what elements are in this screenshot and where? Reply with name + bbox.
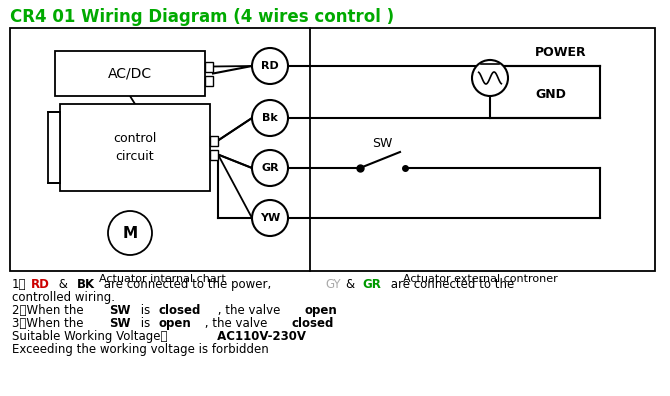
Bar	[48, 112, 60, 183]
Bar	[10, 28, 655, 271]
Circle shape	[472, 60, 508, 96]
Text: is: is	[137, 304, 154, 317]
Text: SW: SW	[109, 304, 131, 317]
Text: &: &	[346, 278, 358, 291]
Circle shape	[252, 48, 288, 84]
Text: AC/DC: AC/DC	[108, 67, 152, 80]
Bar	[55, 51, 205, 96]
Text: are connected to the power,: are connected to the power,	[100, 278, 275, 291]
Circle shape	[252, 100, 288, 136]
Text: GY: GY	[326, 278, 341, 291]
Bar	[205, 76, 213, 86]
Text: Suitable Working Voltage：: Suitable Working Voltage：	[12, 330, 168, 343]
Text: control
circuit: control circuit	[113, 132, 157, 163]
Text: POWER: POWER	[535, 46, 587, 59]
Circle shape	[108, 211, 152, 255]
Text: Bk: Bk	[262, 113, 278, 123]
Text: is: is	[137, 317, 154, 330]
Text: SW: SW	[109, 317, 131, 330]
Text: closed: closed	[291, 317, 334, 330]
Text: M: M	[123, 225, 137, 240]
Bar	[210, 150, 218, 160]
Text: Actuator external controner: Actuator external controner	[403, 274, 557, 284]
Text: 3、When the: 3、When the	[12, 317, 87, 330]
Text: are connected to the: are connected to the	[387, 278, 514, 291]
Text: 1、: 1、	[12, 278, 27, 291]
Text: BK: BK	[76, 278, 94, 291]
Text: GR: GR	[362, 278, 381, 291]
Text: open: open	[304, 304, 337, 317]
Text: , the valve: , the valve	[201, 317, 271, 330]
Bar	[210, 135, 218, 145]
Text: closed: closed	[159, 304, 201, 317]
Text: AC110V-230V: AC110V-230V	[212, 330, 306, 343]
Text: CR4 01 Wiring Diagram (4 wires control ): CR4 01 Wiring Diagram (4 wires control )	[10, 8, 394, 26]
Text: RD: RD	[261, 61, 279, 71]
Text: controlled wiring.: controlled wiring.	[12, 291, 115, 304]
Bar	[60, 104, 210, 191]
Text: &: &	[55, 278, 72, 291]
Text: open: open	[159, 317, 192, 330]
Circle shape	[252, 150, 288, 186]
Text: SW: SW	[373, 137, 393, 150]
Text: 2、When the: 2、When the	[12, 304, 87, 317]
Text: YW: YW	[260, 213, 280, 223]
Bar	[205, 61, 213, 72]
Text: GR: GR	[261, 163, 279, 173]
Text: Actuator internal chart: Actuator internal chart	[98, 274, 225, 284]
Circle shape	[252, 200, 288, 236]
Text: RD: RD	[31, 278, 50, 291]
Text: , the valve: , the valve	[214, 304, 283, 317]
Text: Exceeding the working voltage is forbidden: Exceeding the working voltage is forbidd…	[12, 343, 269, 356]
Text: GND: GND	[535, 88, 566, 101]
